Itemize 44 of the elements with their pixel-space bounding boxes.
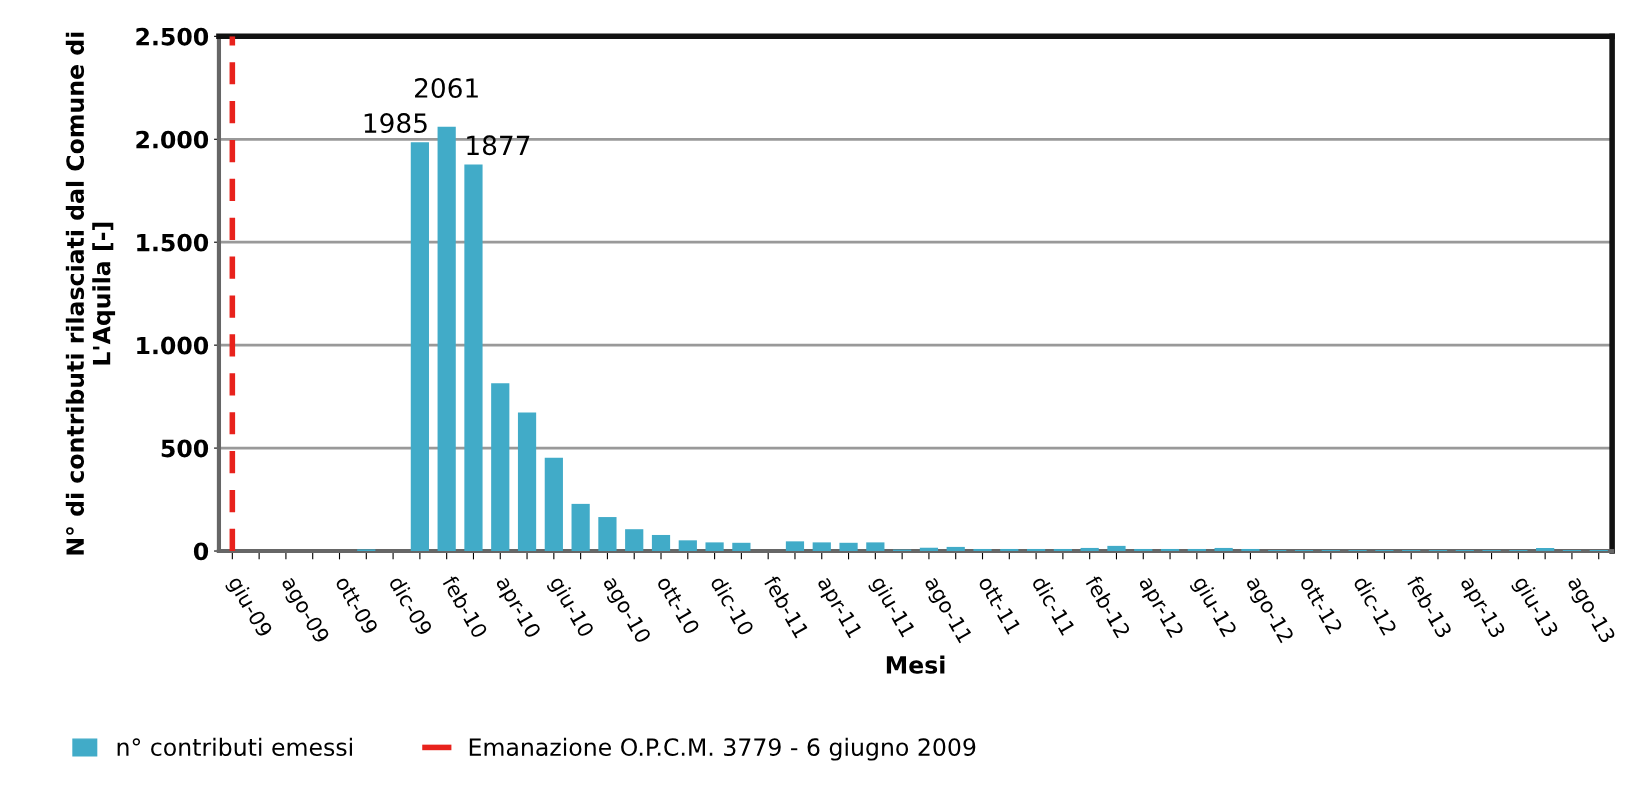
bar: [1241, 548, 1260, 552]
bar: [1080, 547, 1099, 552]
bar: [1536, 547, 1555, 552]
bar: [625, 529, 644, 552]
data-label: 1985: [364, 113, 427, 134]
bar: [491, 383, 510, 552]
legend-label: n° contributi emessi: [117, 737, 352, 757]
bar: [973, 548, 992, 552]
bar: [1107, 545, 1126, 552]
bar: [678, 540, 697, 552]
bar: [1000, 548, 1019, 552]
y-tick-label: 2.000: [136, 130, 209, 149]
y-tick-label: 1.500: [137, 233, 209, 252]
bar: [732, 542, 751, 552]
bar: [1160, 548, 1180, 552]
bar: [946, 546, 965, 552]
y-axis-title: N° di contributi rilasciati dal Comune di L'Aquila [-]: [65, 32, 116, 555]
bar: [812, 542, 831, 552]
bar: [1134, 548, 1153, 552]
bar: [544, 457, 563, 552]
bar: [866, 542, 885, 552]
y-tick-label: 1.000: [137, 336, 209, 355]
bar: [1026, 548, 1046, 552]
y-tick-label: 2.500: [136, 27, 209, 46]
bar: [517, 412, 537, 552]
bar: [410, 142, 429, 552]
bar: [651, 534, 671, 552]
bar: [919, 547, 939, 552]
bar: [785, 541, 805, 552]
y-tick-label: 0: [193, 542, 209, 561]
bar: [571, 503, 590, 552]
bar: [705, 542, 724, 552]
bar: [464, 164, 483, 552]
bar: [1214, 547, 1233, 552]
bar: [437, 126, 456, 552]
legend-label: Emanazione O.P.C.M. 3779 - 6 giugno 2009: [469, 737, 976, 761]
bar: [1187, 548, 1206, 552]
bar: [1053, 548, 1072, 552]
y-tick-label: 500: [161, 439, 209, 458]
bar: [839, 542, 858, 552]
data-label: 2061: [415, 78, 478, 98]
data-label: 1877: [467, 135, 530, 156]
bar: [598, 517, 617, 552]
x-axis-title: Mesi: [886, 655, 945, 674]
